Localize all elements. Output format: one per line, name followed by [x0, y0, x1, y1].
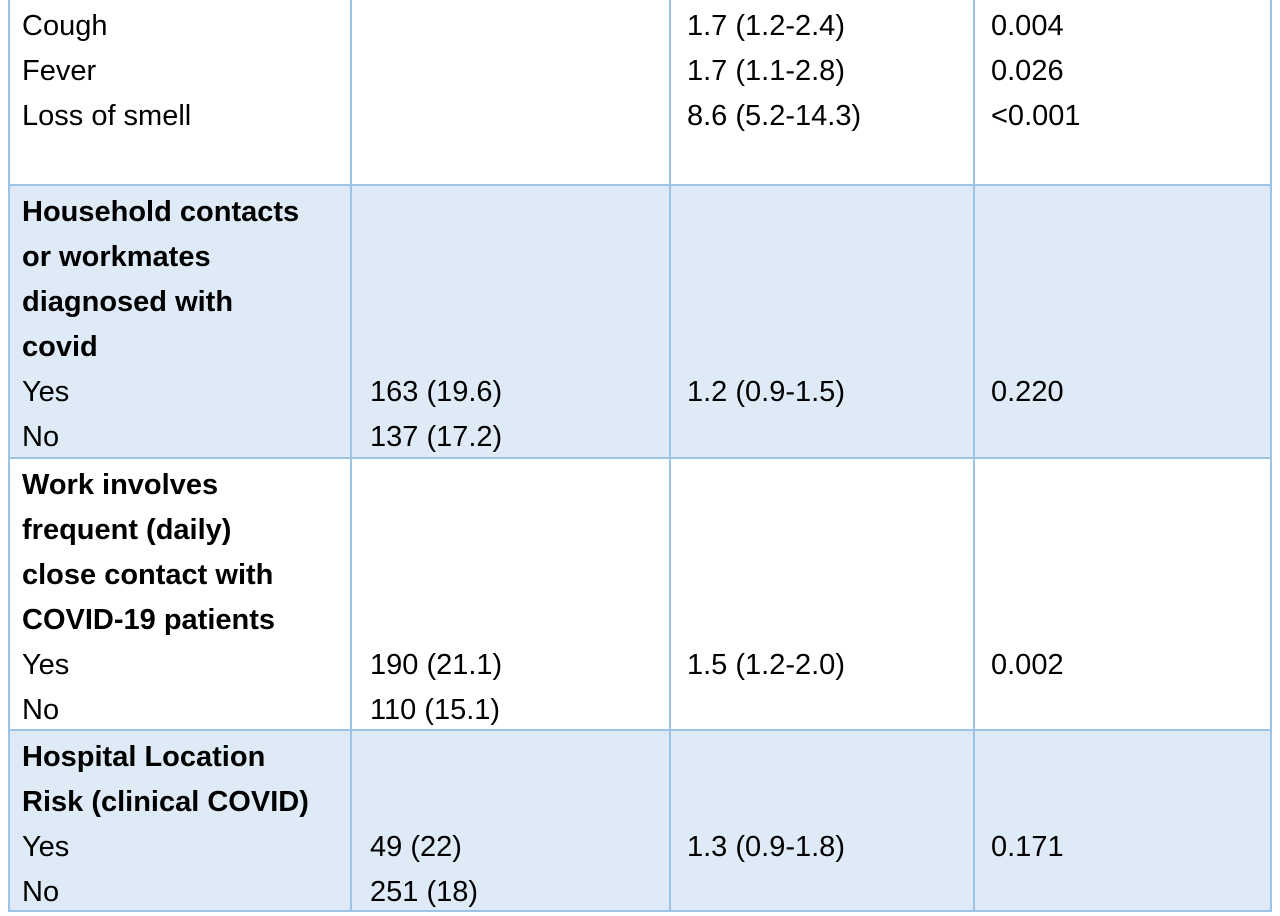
table-cell: Household contacts or workmates diagnosed …	[10, 186, 350, 457]
spacer	[370, 735, 669, 780]
spacer	[991, 688, 1270, 733]
cell-text: 163 (19.6)	[370, 376, 503, 408]
spacer	[370, 463, 669, 508]
cell-text: 1.3 (0.9-1.8)	[687, 831, 845, 863]
table-row: Household contacts or workmates diagnosed …	[10, 184, 1270, 457]
row-heading: diagnosed with	[22, 286, 234, 318]
table-cell: 0.171	[973, 731, 1270, 910]
cell-text: Yes	[22, 649, 70, 681]
spacer	[687, 235, 973, 280]
spacer	[370, 280, 669, 325]
table-cell: 0.220	[973, 186, 1270, 457]
cell-text: 0.220	[991, 376, 1064, 408]
cell-text: 0.171	[991, 831, 1064, 863]
spacer	[687, 463, 973, 508]
row-heading: covid	[22, 331, 98, 363]
spacer	[370, 94, 669, 139]
cell-text: Fever	[22, 55, 97, 87]
row-heading: frequent (daily)	[22, 514, 232, 546]
cell-text: 0.002	[991, 649, 1064, 681]
table-cell: 1.7 (1.2-2.4) 1.7 (1.1-2.8) 8.6 (5.2-14.3)	[669, 0, 973, 184]
spacer	[687, 415, 973, 460]
spacer	[687, 780, 973, 825]
spacer	[370, 553, 669, 598]
table-cell: Hospital Location Risk (clinical COVID) Ye…	[10, 731, 350, 910]
spacer	[687, 553, 973, 598]
spacer	[991, 870, 1270, 915]
spacer	[991, 508, 1270, 553]
spacer	[687, 735, 973, 780]
table-cell: 1.5 (1.2-2.0)	[669, 459, 973, 729]
spacer	[991, 190, 1270, 235]
cell-text: 8.6 (5.2-14.3)	[687, 100, 862, 132]
spacer	[370, 325, 669, 370]
spacer	[370, 235, 669, 280]
spacer	[991, 735, 1270, 780]
cell-text: Yes	[22, 831, 70, 863]
table-cell	[350, 0, 669, 184]
cell-text: 137 (17.2)	[370, 421, 503, 453]
spacer	[370, 190, 669, 235]
spacer	[687, 870, 973, 915]
spacer	[687, 280, 973, 325]
cell-text: No	[22, 694, 60, 726]
cell-text: 1.7 (1.1-2.8)	[687, 55, 845, 87]
cell-text: Cough	[22, 10, 108, 42]
spacer	[687, 325, 973, 370]
table-cell: 49 (22) 251 (18)	[350, 731, 669, 910]
row-heading: Household contacts	[22, 196, 300, 228]
cell-text: 251 (18)	[370, 876, 479, 908]
table-cell: Cough Fever Loss of smell	[10, 0, 350, 184]
cell-text: <0.001	[991, 100, 1081, 132]
table-cell: 1.2 (0.9-1.5)	[669, 186, 973, 457]
cell-text: Loss of smell	[22, 100, 192, 132]
cell-text: 110 (15.1)	[370, 694, 501, 726]
table-cell: 0.004 0.026 <0.001	[973, 0, 1270, 184]
row-heading: Hospital Location	[22, 741, 266, 773]
spacer	[370, 780, 669, 825]
cell-text: 0.026	[991, 55, 1064, 87]
cell-text: No	[22, 876, 60, 908]
table-row: Hospital Location Risk (clinical COVID) Ye…	[10, 729, 1270, 910]
table-row: Work involves frequent (daily) close conta…	[10, 457, 1270, 729]
table: Cough Fever Loss of smell 1.7 (1.2-2.4) 1.7 …	[8, 0, 1272, 912]
spacer	[687, 688, 973, 733]
cell-text: Yes	[22, 376, 70, 408]
spacer	[991, 463, 1270, 508]
spacer	[991, 325, 1270, 370]
table-cell: 190 (21.1) 110 (15.1)	[350, 459, 669, 729]
table-cell: 0.002	[973, 459, 1270, 729]
table-row: Cough Fever Loss of smell 1.7 (1.2-2.4) 1.7 …	[10, 0, 1270, 184]
spacer	[370, 598, 669, 643]
spacer	[991, 235, 1270, 280]
cell-text: No	[22, 421, 60, 453]
cell-text: 49 (22)	[370, 831, 462, 863]
cell-text: 190 (21.1)	[370, 649, 503, 681]
row-heading: Work involves	[22, 469, 219, 501]
spacer	[991, 553, 1270, 598]
spacer	[370, 49, 669, 94]
spacer	[991, 280, 1270, 325]
spacer	[991, 415, 1270, 460]
spacer	[687, 598, 973, 643]
cell-text: 0.004	[991, 10, 1064, 42]
spacer	[687, 190, 973, 235]
spacer	[370, 508, 669, 553]
row-heading: or workmates	[22, 241, 211, 273]
table-cell: 163 (19.6) 137 (17.2)	[350, 186, 669, 457]
spacer	[687, 508, 973, 553]
spacer	[991, 598, 1270, 643]
row-heading: close contact with	[22, 559, 274, 591]
cell-text: 1.5 (1.2-2.0)	[687, 649, 845, 681]
spacer	[991, 780, 1270, 825]
row-heading: Risk (clinical COVID)	[22, 786, 309, 818]
spacer	[370, 4, 669, 49]
table-cell: 1.3 (0.9-1.8)	[669, 731, 973, 910]
table-cell: Work involves frequent (daily) close conta…	[10, 459, 350, 729]
cell-text: 1.2 (0.9-1.5)	[687, 376, 845, 408]
cell-text: 1.7 (1.2-2.4)	[687, 10, 845, 42]
row-heading: COVID-19 patients	[22, 604, 275, 636]
